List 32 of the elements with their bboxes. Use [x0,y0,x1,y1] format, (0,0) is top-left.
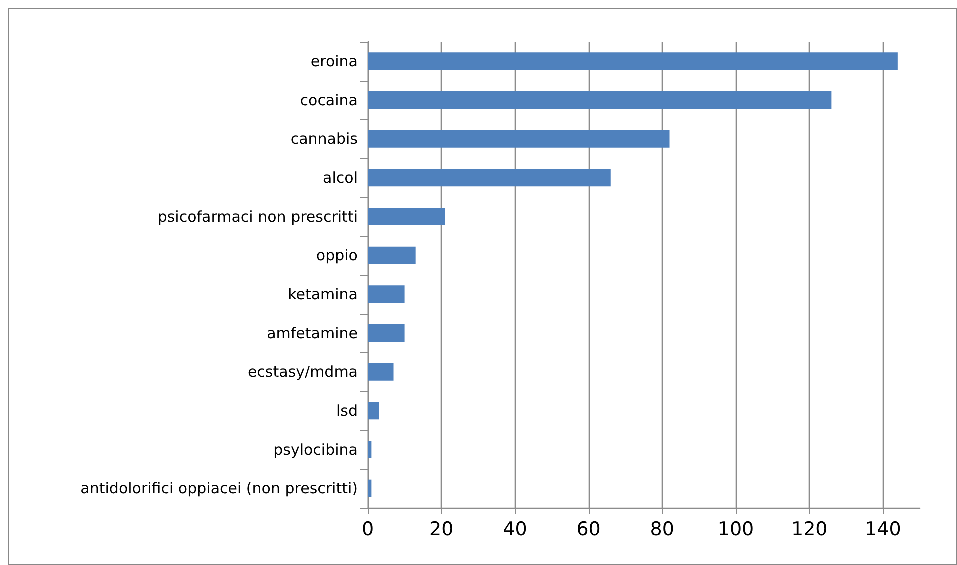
y-tick-label: amfetamine [267,324,358,342]
bar [368,286,405,304]
bar [368,208,446,226]
x-tick-label: 120 [791,518,828,540]
y-tick-label: psicofarmaci non prescritti [158,208,358,226]
y-tick-label: psylocibina [274,440,358,459]
bar [368,402,380,420]
bar [368,169,611,187]
bar [368,363,394,381]
bar [368,480,372,498]
x-tick-label: 20 [430,518,454,540]
bar [368,441,372,458]
y-tick-label: lsd [336,402,358,420]
bar [368,130,670,148]
y-tick-label: cannabis [290,130,358,148]
x-tick-label: 80 [650,518,674,540]
x-tick-label: 140 [865,518,902,540]
x-tick-label: 40 [503,518,528,540]
bar [368,92,832,109]
y-tick-label: oppio [316,246,358,265]
y-tick-label: eroina [310,52,358,70]
y-tick-label: cocaina [300,91,358,110]
bar [368,324,405,342]
y-tick-label: antidolorifici oppiacei (non prescritti) [80,480,358,498]
y-tick-label: ketamina [288,285,358,304]
x-tick-label: 100 [718,518,754,540]
x-tick-label: 0 [362,518,374,540]
x-tick-label: 60 [576,518,601,540]
y-tick-label: alcol [323,168,358,187]
bar [368,52,898,70]
bar [368,246,416,264]
y-tick-label: ecstasy/mdma [248,363,358,382]
